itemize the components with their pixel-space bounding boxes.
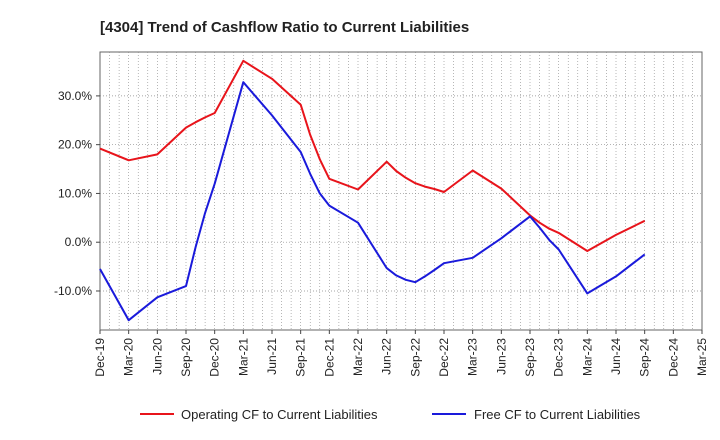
plot-area [99, 51, 703, 331]
y-tick-label: 10.0% [58, 186, 92, 200]
x-tick-label: Dec-24 [666, 338, 680, 377]
x-tick-label: Dec-20 [208, 338, 222, 377]
x-tick-label: Mar-20 [122, 338, 136, 376]
x-tick-label: Dec-21 [322, 338, 336, 377]
x-tick-label: Dec-22 [437, 338, 451, 377]
x-axis: Dec-19 Mar-20 Jun-20 Sep-20 Dec-20 Mar-21 Jun-… [93, 330, 709, 377]
legend: Operating CF to Current Liabilities Free… [140, 407, 641, 422]
x-tick-label: Sep-20 [179, 338, 193, 377]
legend-label-free: Free CF to Current Liabilities [474, 407, 641, 422]
x-tick-label: Mar-23 [466, 338, 480, 376]
grid [100, 52, 702, 330]
x-tick-label: Jun-20 [150, 338, 164, 375]
x-tick-label: Dec-19 [93, 338, 107, 377]
y-tick-label: 20.0% [58, 138, 92, 152]
x-tick-label: Dec-23 [552, 338, 566, 377]
series-line-free [99, 81, 646, 322]
series-lines [99, 59, 646, 322]
x-tick-label: Jun-22 [380, 338, 394, 375]
x-tick-label: Sep-24 [638, 338, 652, 377]
x-tick-label: Mar-21 [236, 338, 250, 376]
chart-title: [4304] Trend of Cashflow Ratio to Curren… [100, 19, 469, 36]
x-tick-label: Mar-25 [695, 338, 709, 376]
y-tick-label: 0.0% [65, 235, 93, 249]
x-tick-label: Mar-22 [351, 338, 365, 376]
x-tick-label: Jun-23 [494, 338, 508, 375]
x-tick-label: Mar-24 [580, 338, 594, 376]
x-tick-label: Sep-21 [294, 338, 308, 377]
y-axis: 30.0% 20.0% 10.0% 0.0% -10.0% [54, 89, 100, 298]
series-line-operating [99, 59, 646, 252]
x-tick-label: Sep-22 [408, 338, 422, 377]
y-tick-label: -10.0% [54, 284, 92, 298]
x-tick-label: Jun-24 [609, 338, 623, 375]
x-tick-label: Sep-23 [523, 338, 537, 377]
y-tick-label: 30.0% [58, 89, 92, 103]
x-tick-label: Jun-21 [265, 338, 279, 375]
legend-label-operating: Operating CF to Current Liabilities [181, 407, 378, 422]
